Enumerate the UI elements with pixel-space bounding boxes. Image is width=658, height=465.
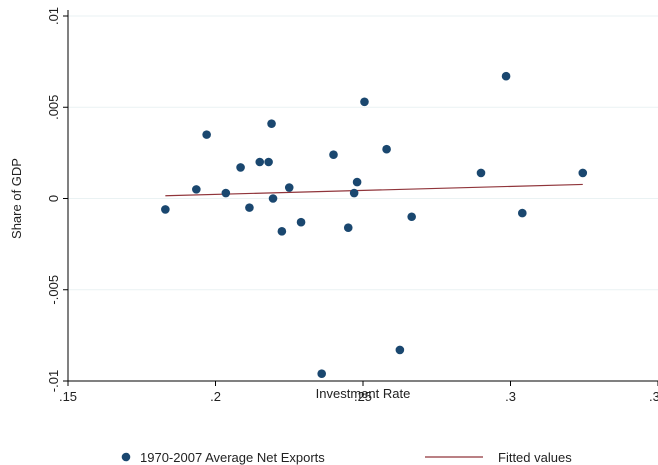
data-point-20 [395, 345, 405, 355]
x-tick-label-0: .15 [59, 389, 77, 404]
data-point-15 [343, 223, 353, 232]
data-point-14 [329, 150, 338, 159]
fitted-line [165, 183, 583, 197]
data-point-21 [407, 212, 416, 222]
data-point-8 [267, 119, 276, 128]
legend-label-fitted: Fitted values [498, 450, 572, 465]
data-point-4 [236, 163, 245, 172]
data-point-25 [578, 168, 588, 178]
y-tick-label-0: -.01 [46, 370, 61, 392]
y-tick-label-2: 0 [46, 195, 61, 202]
data-point-16 [349, 188, 359, 198]
data-point-1 [192, 185, 201, 194]
gridlines [68, 15, 658, 382]
legend-marker-net-exports [121, 452, 131, 462]
data-point-13 [317, 369, 327, 379]
data-point-3 [221, 188, 231, 198]
data-point-18 [360, 97, 369, 107]
x-tick-label-1: .2 [210, 389, 221, 404]
y-tick-label-3: .005 [46, 95, 61, 120]
y-tick-label-4: .01 [46, 7, 61, 25]
data-point-6 [255, 157, 265, 167]
axes: -.01 -.005 0 .005 .01 .15 .2 .25 .3 .35 [46, 7, 658, 404]
y-tick-label-1: -.005 [46, 275, 61, 305]
x-tick-label-4: .35 [649, 389, 658, 404]
data-point-7 [264, 157, 273, 167]
data-point-17 [352, 177, 362, 187]
data-point-12 [296, 217, 306, 227]
fitted-line-layer [165, 183, 583, 197]
scatter-points [161, 71, 588, 379]
y-axis-title: Share of GDP [9, 158, 24, 239]
data-point-2 [202, 130, 211, 139]
data-point-5 [245, 203, 254, 212]
data-point-9 [268, 194, 278, 203]
x-axis-title: Investment Rate [316, 386, 411, 401]
data-point-19 [382, 144, 391, 154]
legend: 1970-2007 Average Net Exports Fitted val… [121, 450, 572, 465]
data-point-10 [277, 227, 287, 236]
x-tick-label-2: .25 [354, 389, 372, 404]
data-point-23 [501, 71, 511, 81]
legend-label-net-exports: 1970-2007 Average Net Exports [140, 450, 325, 465]
x-tick-label-3: .3 [505, 389, 516, 404]
axis-labels: Investment Rate Share of GDP [9, 158, 410, 401]
data-point-22 [476, 168, 486, 178]
data-point-24 [518, 208, 527, 218]
data-point-0 [161, 205, 170, 214]
data-point-11 [284, 183, 294, 192]
